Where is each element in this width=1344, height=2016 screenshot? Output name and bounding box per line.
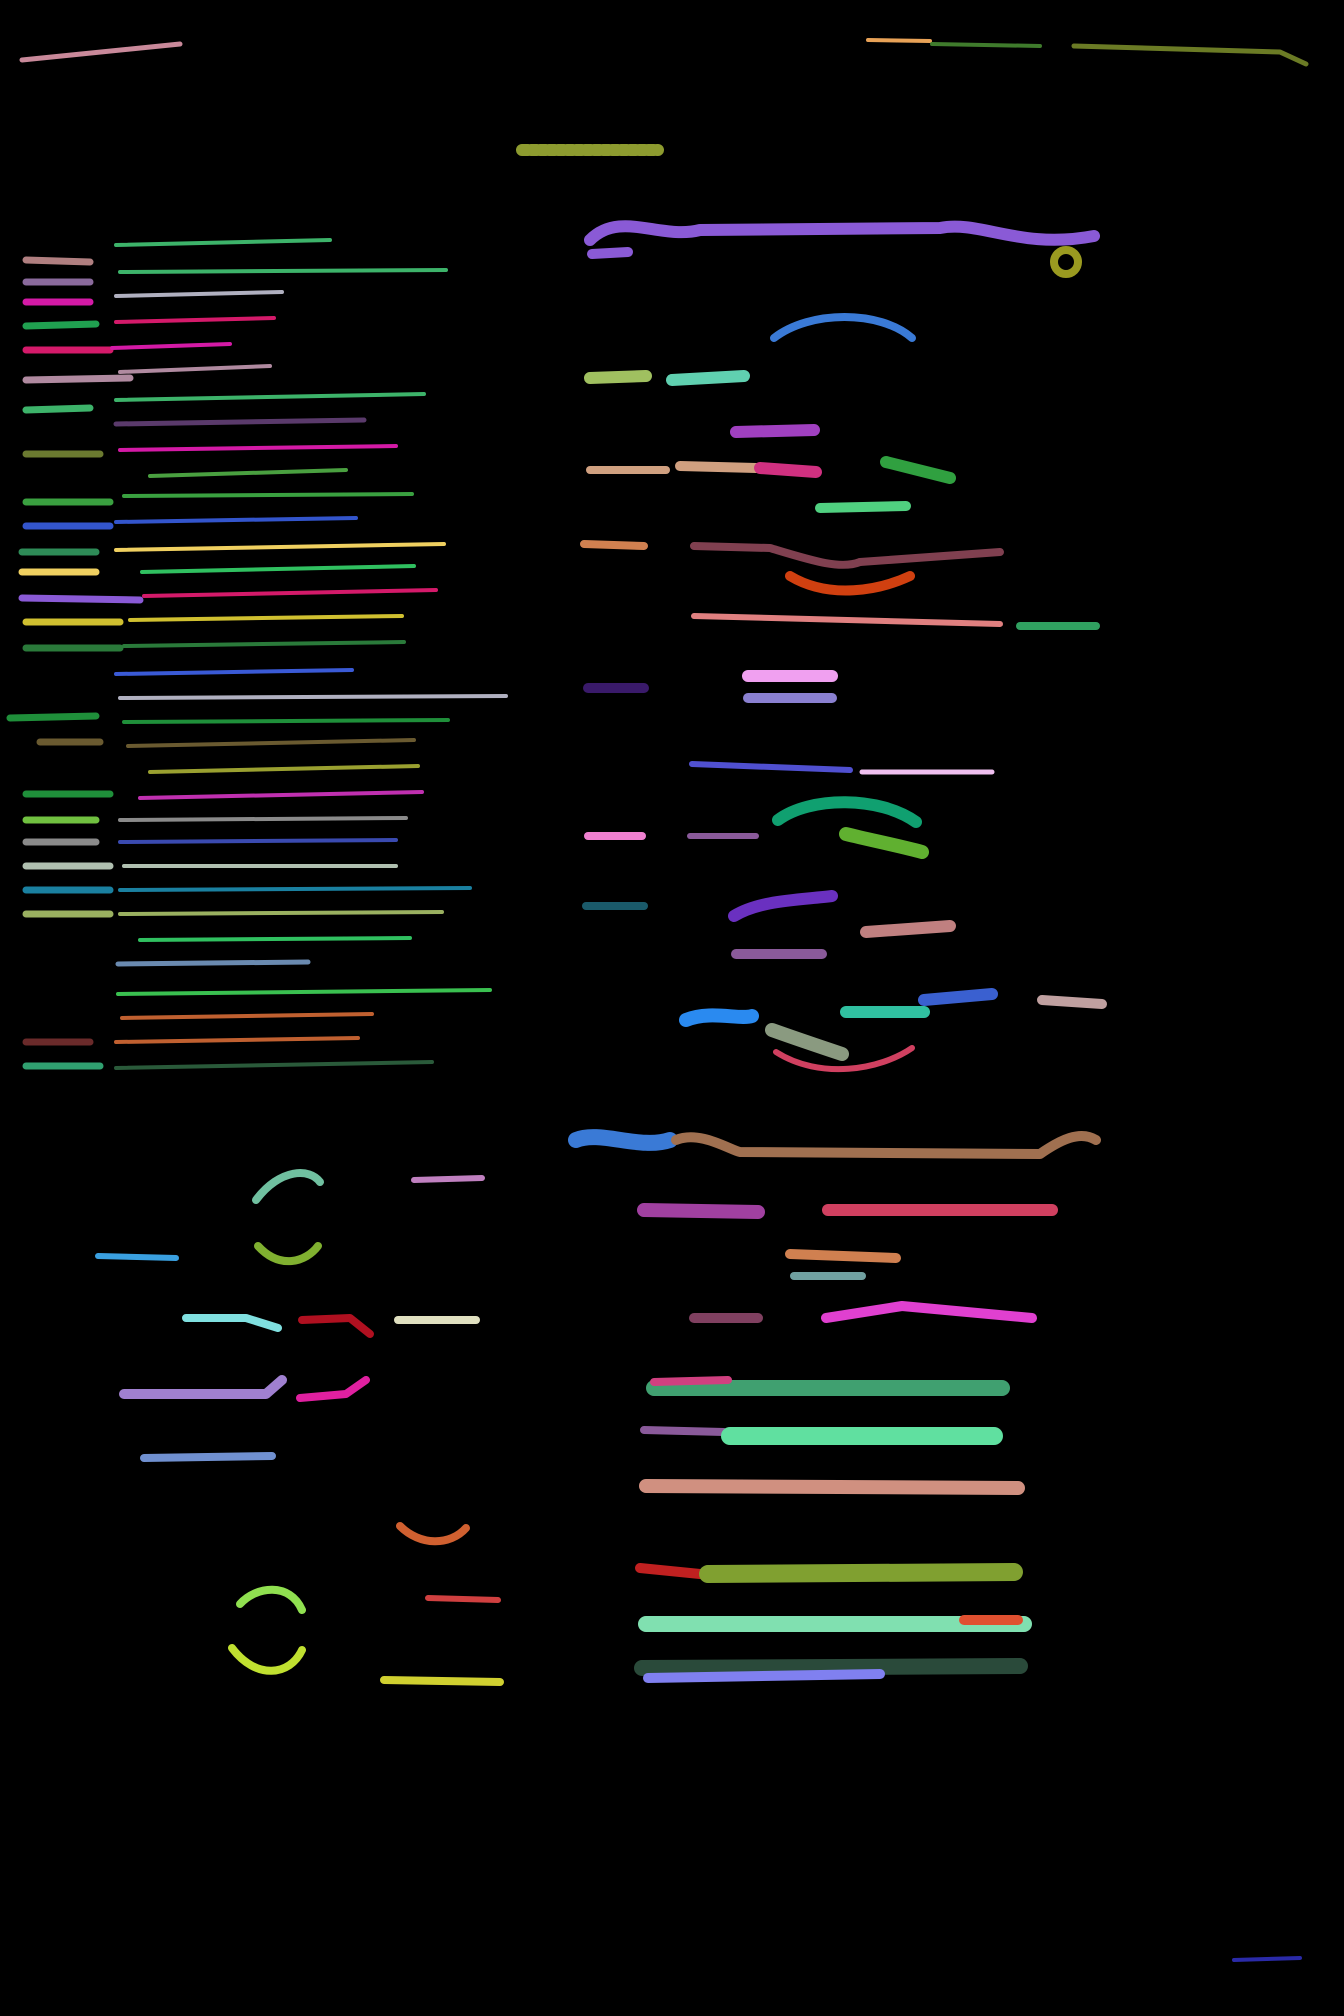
footer-stroke <box>1232 1956 1302 1962</box>
header-right-stroke-1 <box>866 38 932 43</box>
header-left-stroke <box>19 41 183 63</box>
bottom-left-strokes <box>95 1169 504 1686</box>
left-list-strokes <box>6 238 508 1070</box>
header-right-stroke-2 <box>930 42 1042 48</box>
header-right-stroke-3 <box>1071 43 1309 67</box>
right-area-strokes <box>568 220 1107 1159</box>
bottom-right-strokes <box>634 1203 1058 1683</box>
